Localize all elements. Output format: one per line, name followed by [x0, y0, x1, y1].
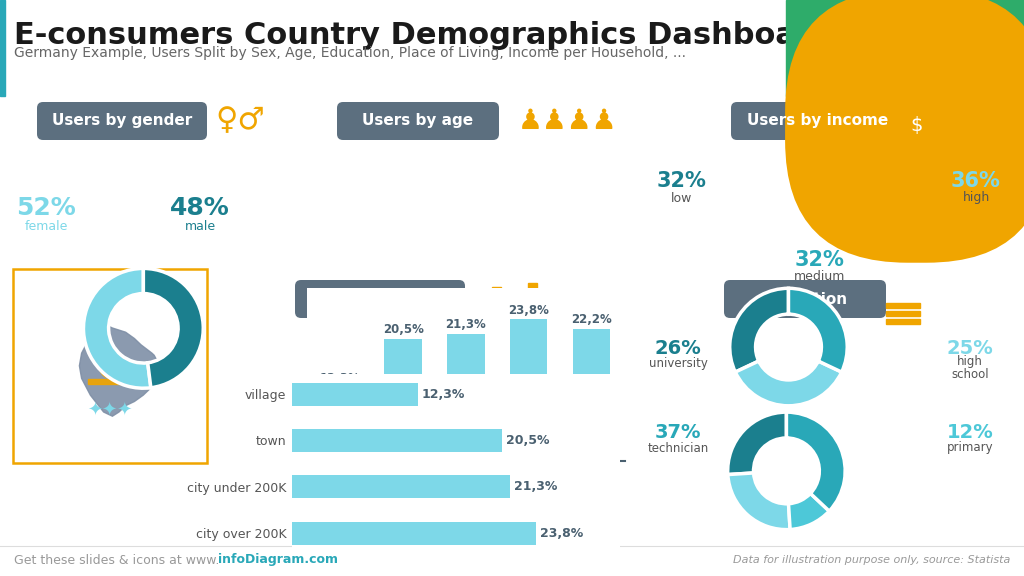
- Text: 32%: 32%: [657, 171, 707, 191]
- Text: 23,8%: 23,8%: [540, 526, 583, 540]
- Wedge shape: [730, 288, 788, 372]
- Wedge shape: [788, 494, 829, 529]
- Text: infoDiagram.com: infoDiagram.com: [218, 554, 338, 567]
- Bar: [540, 293, 549, 313]
- Bar: [492, 287, 501, 313]
- Text: 20,5%: 20,5%: [383, 323, 424, 336]
- Text: Users by age: Users by age: [362, 113, 473, 128]
- Bar: [886, 311, 920, 316]
- Wedge shape: [728, 412, 786, 475]
- Bar: [572, 328, 610, 461]
- Bar: [0, 0, 5, 96]
- Text: $: $: [907, 112, 927, 141]
- Text: 36%: 36%: [951, 171, 1000, 191]
- Bar: [886, 303, 920, 308]
- Bar: [480, 295, 489, 313]
- Text: Germany Example, Users Split by Sex, Age, Education, Place of Living, Income per: Germany Example, Users Split by Sex, Age…: [14, 46, 686, 60]
- Text: Users by gender: Users by gender: [52, 113, 193, 128]
- Text: school: school: [951, 367, 989, 381]
- FancyBboxPatch shape: [37, 102, 207, 140]
- Bar: [322, 388, 359, 461]
- Bar: [292, 475, 510, 498]
- Text: 20,5%: 20,5%: [506, 434, 549, 447]
- FancyBboxPatch shape: [731, 102, 905, 140]
- Bar: [292, 382, 418, 406]
- Text: @: @: [96, 352, 124, 380]
- Text: 32%: 32%: [795, 250, 845, 270]
- Text: 26%: 26%: [654, 339, 701, 358]
- Wedge shape: [728, 473, 791, 529]
- Text: high: high: [963, 191, 989, 204]
- Text: Users by income: Users by income: [748, 113, 889, 128]
- Polygon shape: [80, 324, 159, 416]
- Text: 52%: 52%: [16, 196, 76, 220]
- Wedge shape: [786, 412, 845, 511]
- Text: high: high: [957, 355, 983, 369]
- Text: 37%: 37%: [654, 423, 701, 442]
- FancyBboxPatch shape: [295, 280, 465, 318]
- Bar: [528, 283, 537, 313]
- Text: ♀♂: ♀♂: [215, 107, 265, 135]
- Wedge shape: [735, 361, 842, 406]
- Text: editable Excel Tables: editable Excel Tables: [818, 52, 992, 67]
- Text: 21,3%: 21,3%: [514, 480, 557, 494]
- FancyBboxPatch shape: [337, 102, 499, 140]
- Bar: [516, 291, 525, 313]
- Text: university: university: [648, 358, 708, 370]
- Text: Data for illustration purpose only, source: Statista: Data for illustration purpose only, sour…: [732, 555, 1010, 565]
- Bar: [552, 297, 561, 313]
- Text: 12%: 12%: [946, 423, 993, 442]
- Text: male: male: [184, 219, 216, 233]
- Wedge shape: [788, 288, 847, 372]
- Text: technician: technician: [647, 441, 709, 454]
- Bar: [504, 299, 513, 313]
- Bar: [510, 319, 548, 461]
- Text: Education: Education: [763, 291, 848, 306]
- Text: 48%: 48%: [170, 196, 229, 220]
- Text: $: $: [910, 116, 924, 135]
- Text: 12,3%: 12,3%: [321, 372, 360, 385]
- Text: ✦✦✦: ✦✦✦: [87, 402, 133, 420]
- Text: Charts are data-driven: Charts are data-driven: [811, 28, 998, 44]
- Text: 25%: 25%: [946, 339, 993, 358]
- Bar: [786, 0, 1024, 96]
- Text: 22,2%: 22,2%: [571, 313, 611, 326]
- Bar: [447, 334, 484, 461]
- Wedge shape: [143, 268, 203, 388]
- Text: 23,8%: 23,8%: [508, 304, 549, 317]
- Text: Place of living: Place of living: [319, 291, 440, 306]
- Bar: [292, 429, 502, 452]
- Bar: [292, 522, 536, 545]
- Wedge shape: [84, 268, 151, 388]
- Bar: [886, 319, 920, 324]
- Text: E-consumers Country Demographics Dashboard: E-consumers Country Demographics Dashboa…: [14, 21, 833, 50]
- Text: ♟♟♟♟: ♟♟♟♟: [518, 107, 617, 135]
- Text: female: female: [25, 219, 68, 233]
- Text: 21,3%: 21,3%: [445, 319, 486, 332]
- Bar: [88, 379, 132, 384]
- Text: Get these slides & icons at www.: Get these slides & icons at www.: [14, 554, 219, 567]
- Text: medium: medium: [795, 271, 846, 283]
- Text: primary: primary: [946, 441, 993, 454]
- Bar: [384, 339, 422, 461]
- Text: low: low: [672, 191, 692, 204]
- Text: 12,3%: 12,3%: [422, 388, 465, 401]
- FancyBboxPatch shape: [724, 280, 886, 318]
